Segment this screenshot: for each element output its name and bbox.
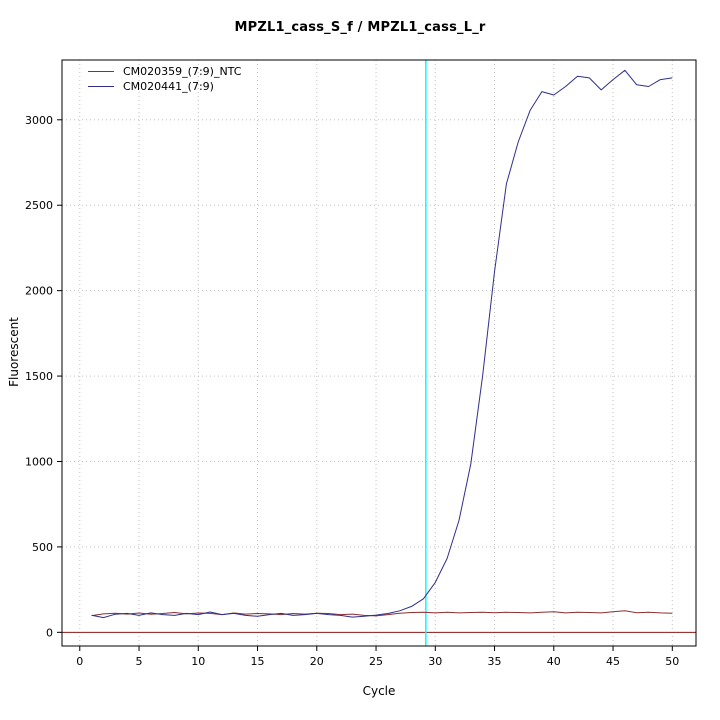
y-tick-label: 1500 xyxy=(25,370,53,383)
x-tick-label: 45 xyxy=(606,655,620,668)
plot-border xyxy=(61,59,697,647)
y-axis-ticks: 0 500 1000 1500 2000 2500 3000 xyxy=(25,114,62,639)
x-tick-label: 50 xyxy=(665,655,679,668)
legend-item-sample: CM020441_(7:9) xyxy=(88,79,241,94)
series-line-1 xyxy=(91,69,673,619)
chart-title: MPZL1_cass_S_f / MPZL1_cass_L_r xyxy=(234,20,486,35)
x-tick-label: 35 xyxy=(488,655,502,668)
x-tick-label: 15 xyxy=(251,655,265,668)
y-tick-label: 3000 xyxy=(25,114,53,127)
legend-label-sample: CM020441_(7:9) xyxy=(123,79,214,93)
legend-line-swatch-sample xyxy=(88,86,114,87)
y-axis-label: Fluorescent xyxy=(7,317,21,387)
grid-lines xyxy=(62,60,696,646)
legend-label-ntc: CM020359_(7:9)_NTC xyxy=(123,64,242,78)
y-tick-label: 500 xyxy=(32,541,53,554)
y-tick-label: 1000 xyxy=(25,455,53,468)
y-tick-label: 2500 xyxy=(25,199,53,212)
y-tick-label: 2000 xyxy=(25,285,53,298)
x-tick-label: 20 xyxy=(310,655,324,668)
x-tick-label: 40 xyxy=(547,655,561,668)
x-tick-label: 5 xyxy=(136,655,143,668)
x-axis-ticks: 0 5 10 15 20 25 30 35 40 45 50 xyxy=(76,646,679,668)
x-tick-label: 0 xyxy=(76,655,83,668)
x-tick-label: 10 xyxy=(191,655,205,668)
legend: CM020359_(7:9)_NTC CM020441_(7:9) xyxy=(88,64,241,94)
x-tick-label: 30 xyxy=(428,655,442,668)
legend-item-ntc: CM020359_(7:9)_NTC xyxy=(88,64,241,79)
y-tick-label: 0 xyxy=(46,626,53,639)
x-axis-label: Cycle xyxy=(362,684,396,698)
x-tick-label: 25 xyxy=(369,655,383,668)
legend-line-swatch-ntc xyxy=(88,71,114,72)
